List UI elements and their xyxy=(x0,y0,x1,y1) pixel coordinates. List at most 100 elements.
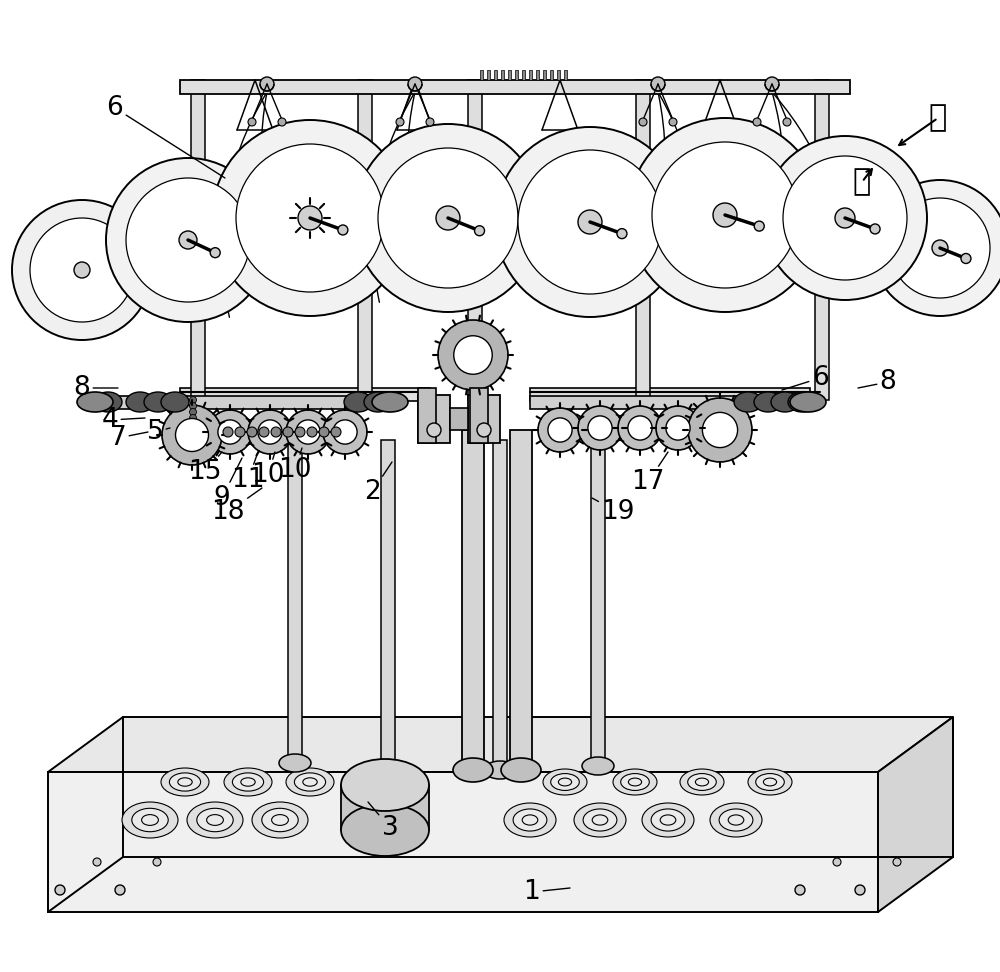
Text: 4: 4 xyxy=(102,407,145,433)
Polygon shape xyxy=(550,70,553,80)
Ellipse shape xyxy=(763,779,777,786)
Ellipse shape xyxy=(341,804,429,856)
Circle shape xyxy=(286,410,330,454)
Ellipse shape xyxy=(197,809,233,832)
Text: 19: 19 xyxy=(592,498,635,525)
Text: 9: 9 xyxy=(214,458,242,511)
Circle shape xyxy=(753,118,761,126)
Ellipse shape xyxy=(756,774,784,790)
Text: 1: 1 xyxy=(524,879,570,905)
Circle shape xyxy=(713,203,737,227)
Circle shape xyxy=(296,420,320,444)
Ellipse shape xyxy=(161,768,209,796)
Circle shape xyxy=(783,156,907,280)
Circle shape xyxy=(236,144,384,292)
Circle shape xyxy=(12,200,152,340)
Circle shape xyxy=(190,408,196,415)
Polygon shape xyxy=(48,772,878,912)
Ellipse shape xyxy=(651,809,685,831)
Polygon shape xyxy=(501,70,504,80)
Polygon shape xyxy=(878,717,953,912)
Circle shape xyxy=(669,118,677,126)
Circle shape xyxy=(212,120,408,316)
Circle shape xyxy=(283,427,293,437)
Circle shape xyxy=(763,136,927,300)
Circle shape xyxy=(260,77,274,91)
Ellipse shape xyxy=(142,815,158,825)
Ellipse shape xyxy=(660,815,676,825)
Circle shape xyxy=(190,397,196,403)
Ellipse shape xyxy=(241,778,255,786)
Bar xyxy=(358,80,372,400)
Ellipse shape xyxy=(748,769,792,795)
Circle shape xyxy=(106,158,270,322)
Circle shape xyxy=(408,77,422,91)
Circle shape xyxy=(578,406,622,450)
Circle shape xyxy=(247,427,257,437)
Circle shape xyxy=(628,416,652,440)
Ellipse shape xyxy=(122,802,178,838)
Text: 前: 前 xyxy=(853,167,871,196)
Ellipse shape xyxy=(178,778,192,786)
Ellipse shape xyxy=(551,774,579,790)
Circle shape xyxy=(765,77,779,91)
Circle shape xyxy=(396,118,404,126)
Circle shape xyxy=(961,254,971,263)
Circle shape xyxy=(656,406,700,450)
Circle shape xyxy=(153,858,161,866)
Text: 3: 3 xyxy=(368,802,398,841)
Circle shape xyxy=(617,228,627,239)
Polygon shape xyxy=(508,70,511,80)
Bar xyxy=(191,80,205,400)
Bar xyxy=(530,396,810,409)
Ellipse shape xyxy=(344,392,372,412)
Polygon shape xyxy=(494,70,497,80)
Circle shape xyxy=(548,418,572,442)
Ellipse shape xyxy=(788,392,816,412)
Ellipse shape xyxy=(279,754,311,772)
Ellipse shape xyxy=(303,778,317,786)
Circle shape xyxy=(651,77,665,91)
Ellipse shape xyxy=(94,392,122,412)
Circle shape xyxy=(248,118,256,126)
Ellipse shape xyxy=(574,803,626,837)
Circle shape xyxy=(190,421,196,428)
Polygon shape xyxy=(522,70,525,80)
Circle shape xyxy=(538,408,582,452)
Circle shape xyxy=(639,118,647,126)
Text: 10: 10 xyxy=(278,448,312,483)
Circle shape xyxy=(477,423,491,437)
Bar xyxy=(180,80,850,94)
Circle shape xyxy=(475,226,485,236)
Ellipse shape xyxy=(680,769,724,795)
Circle shape xyxy=(338,225,348,235)
Circle shape xyxy=(259,427,269,437)
Ellipse shape xyxy=(161,392,189,412)
Bar xyxy=(815,80,829,400)
Ellipse shape xyxy=(207,815,223,825)
Circle shape xyxy=(323,410,367,454)
Circle shape xyxy=(210,248,220,258)
Ellipse shape xyxy=(513,809,547,831)
Circle shape xyxy=(235,427,245,437)
Text: 11: 11 xyxy=(231,452,265,493)
Bar xyxy=(468,395,500,443)
Circle shape xyxy=(835,208,855,228)
Circle shape xyxy=(438,320,508,390)
Text: 15: 15 xyxy=(188,452,222,485)
Bar xyxy=(341,785,429,830)
Text: 8: 8 xyxy=(858,369,896,395)
Bar xyxy=(462,430,484,770)
Polygon shape xyxy=(557,70,560,80)
Circle shape xyxy=(870,224,880,234)
Bar xyxy=(450,408,468,430)
Circle shape xyxy=(795,885,805,895)
Ellipse shape xyxy=(642,803,694,837)
Circle shape xyxy=(190,427,196,434)
Text: 6: 6 xyxy=(107,95,225,178)
Ellipse shape xyxy=(719,809,753,831)
Ellipse shape xyxy=(364,392,392,412)
Ellipse shape xyxy=(77,392,113,412)
Bar xyxy=(530,388,810,401)
Ellipse shape xyxy=(790,392,826,412)
